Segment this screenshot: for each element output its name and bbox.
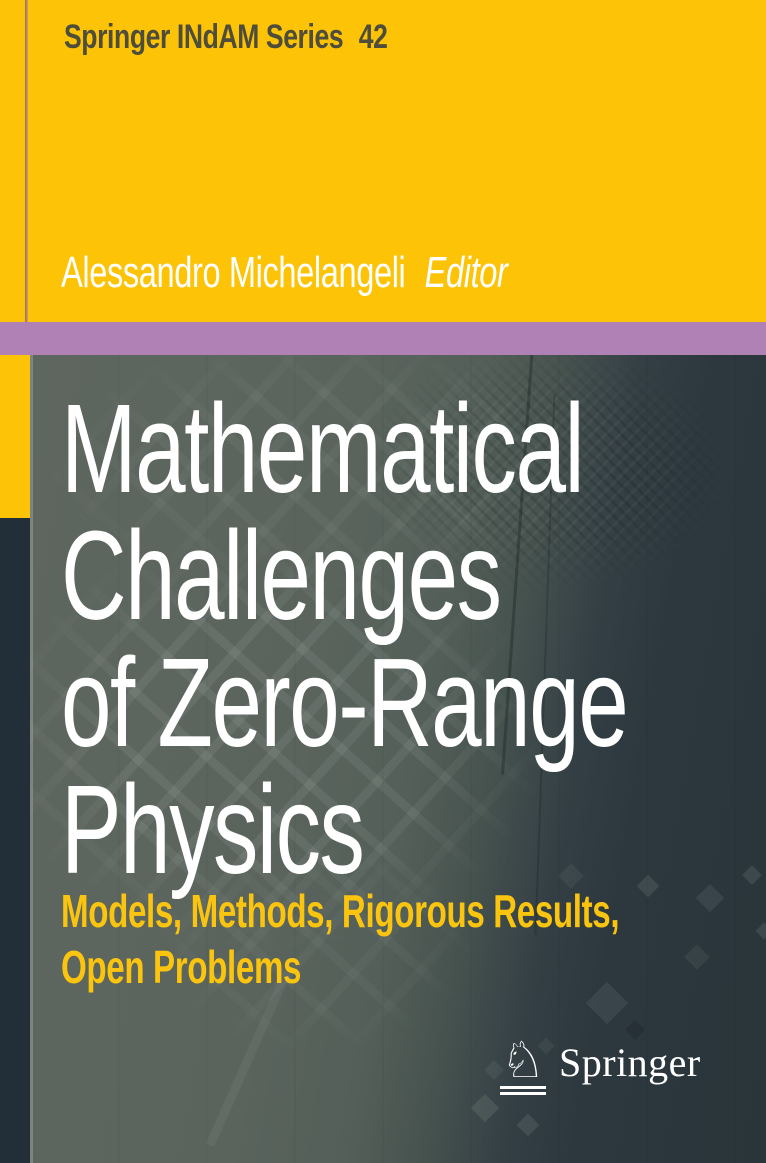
diamond-shape <box>516 1113 540 1137</box>
editor-name: Alessandro Michelangeli <box>61 248 406 297</box>
diamond-shape <box>695 883 725 913</box>
title-line: Physics <box>61 759 365 900</box>
diamond-shape <box>684 944 710 970</box>
subtitle-line: Open Problems <box>61 941 302 993</box>
diagonal-streak <box>205 978 288 1148</box>
diamond-shape <box>755 922 766 940</box>
diamond-shape <box>742 865 762 885</box>
title-line: Challenges <box>61 505 502 646</box>
series-line: Springer INdAM Series 42 <box>64 18 388 57</box>
editor-role: Editor <box>424 248 508 297</box>
book-title: Mathematical Challenges of Zero-Range Ph… <box>61 378 629 900</box>
editor-line: Alessandro Michelangeli Editor <box>61 248 508 298</box>
publisher-name: Springer <box>559 1040 701 1085</box>
panel-edge-highlight <box>30 355 33 1163</box>
series-label: Springer INdAM Series <box>64 18 344 56</box>
spine-accent-line <box>25 0 28 322</box>
diamond-shape <box>636 874 660 898</box>
springer-horse-knight-icon: ♘ <box>500 1035 546 1095</box>
left-strip-yellow <box>0 355 30 518</box>
main-panel: Mathematical Challenges of Zero-Range Ph… <box>30 355 766 1163</box>
purple-band <box>0 322 766 355</box>
title-line: of Zero-Range <box>61 632 629 773</box>
logo-underline <box>500 1086 546 1095</box>
title-line: Mathematical <box>61 378 585 519</box>
series-number: 42 <box>358 18 388 56</box>
subtitle-line: Models, Methods, Rigorous Results, <box>61 885 620 937</box>
book-subtitle: Models, Methods, Rigorous Results, Open … <box>61 883 620 995</box>
horse-glyph: ♘ <box>500 1031 546 1089</box>
left-strip-dark <box>0 518 30 1163</box>
cover-header: Springer INdAM Series 42 Alessandro Miche… <box>0 0 766 322</box>
publisher-logo: ♘ Springer <box>500 1035 701 1095</box>
diamond-shape <box>470 1093 500 1123</box>
